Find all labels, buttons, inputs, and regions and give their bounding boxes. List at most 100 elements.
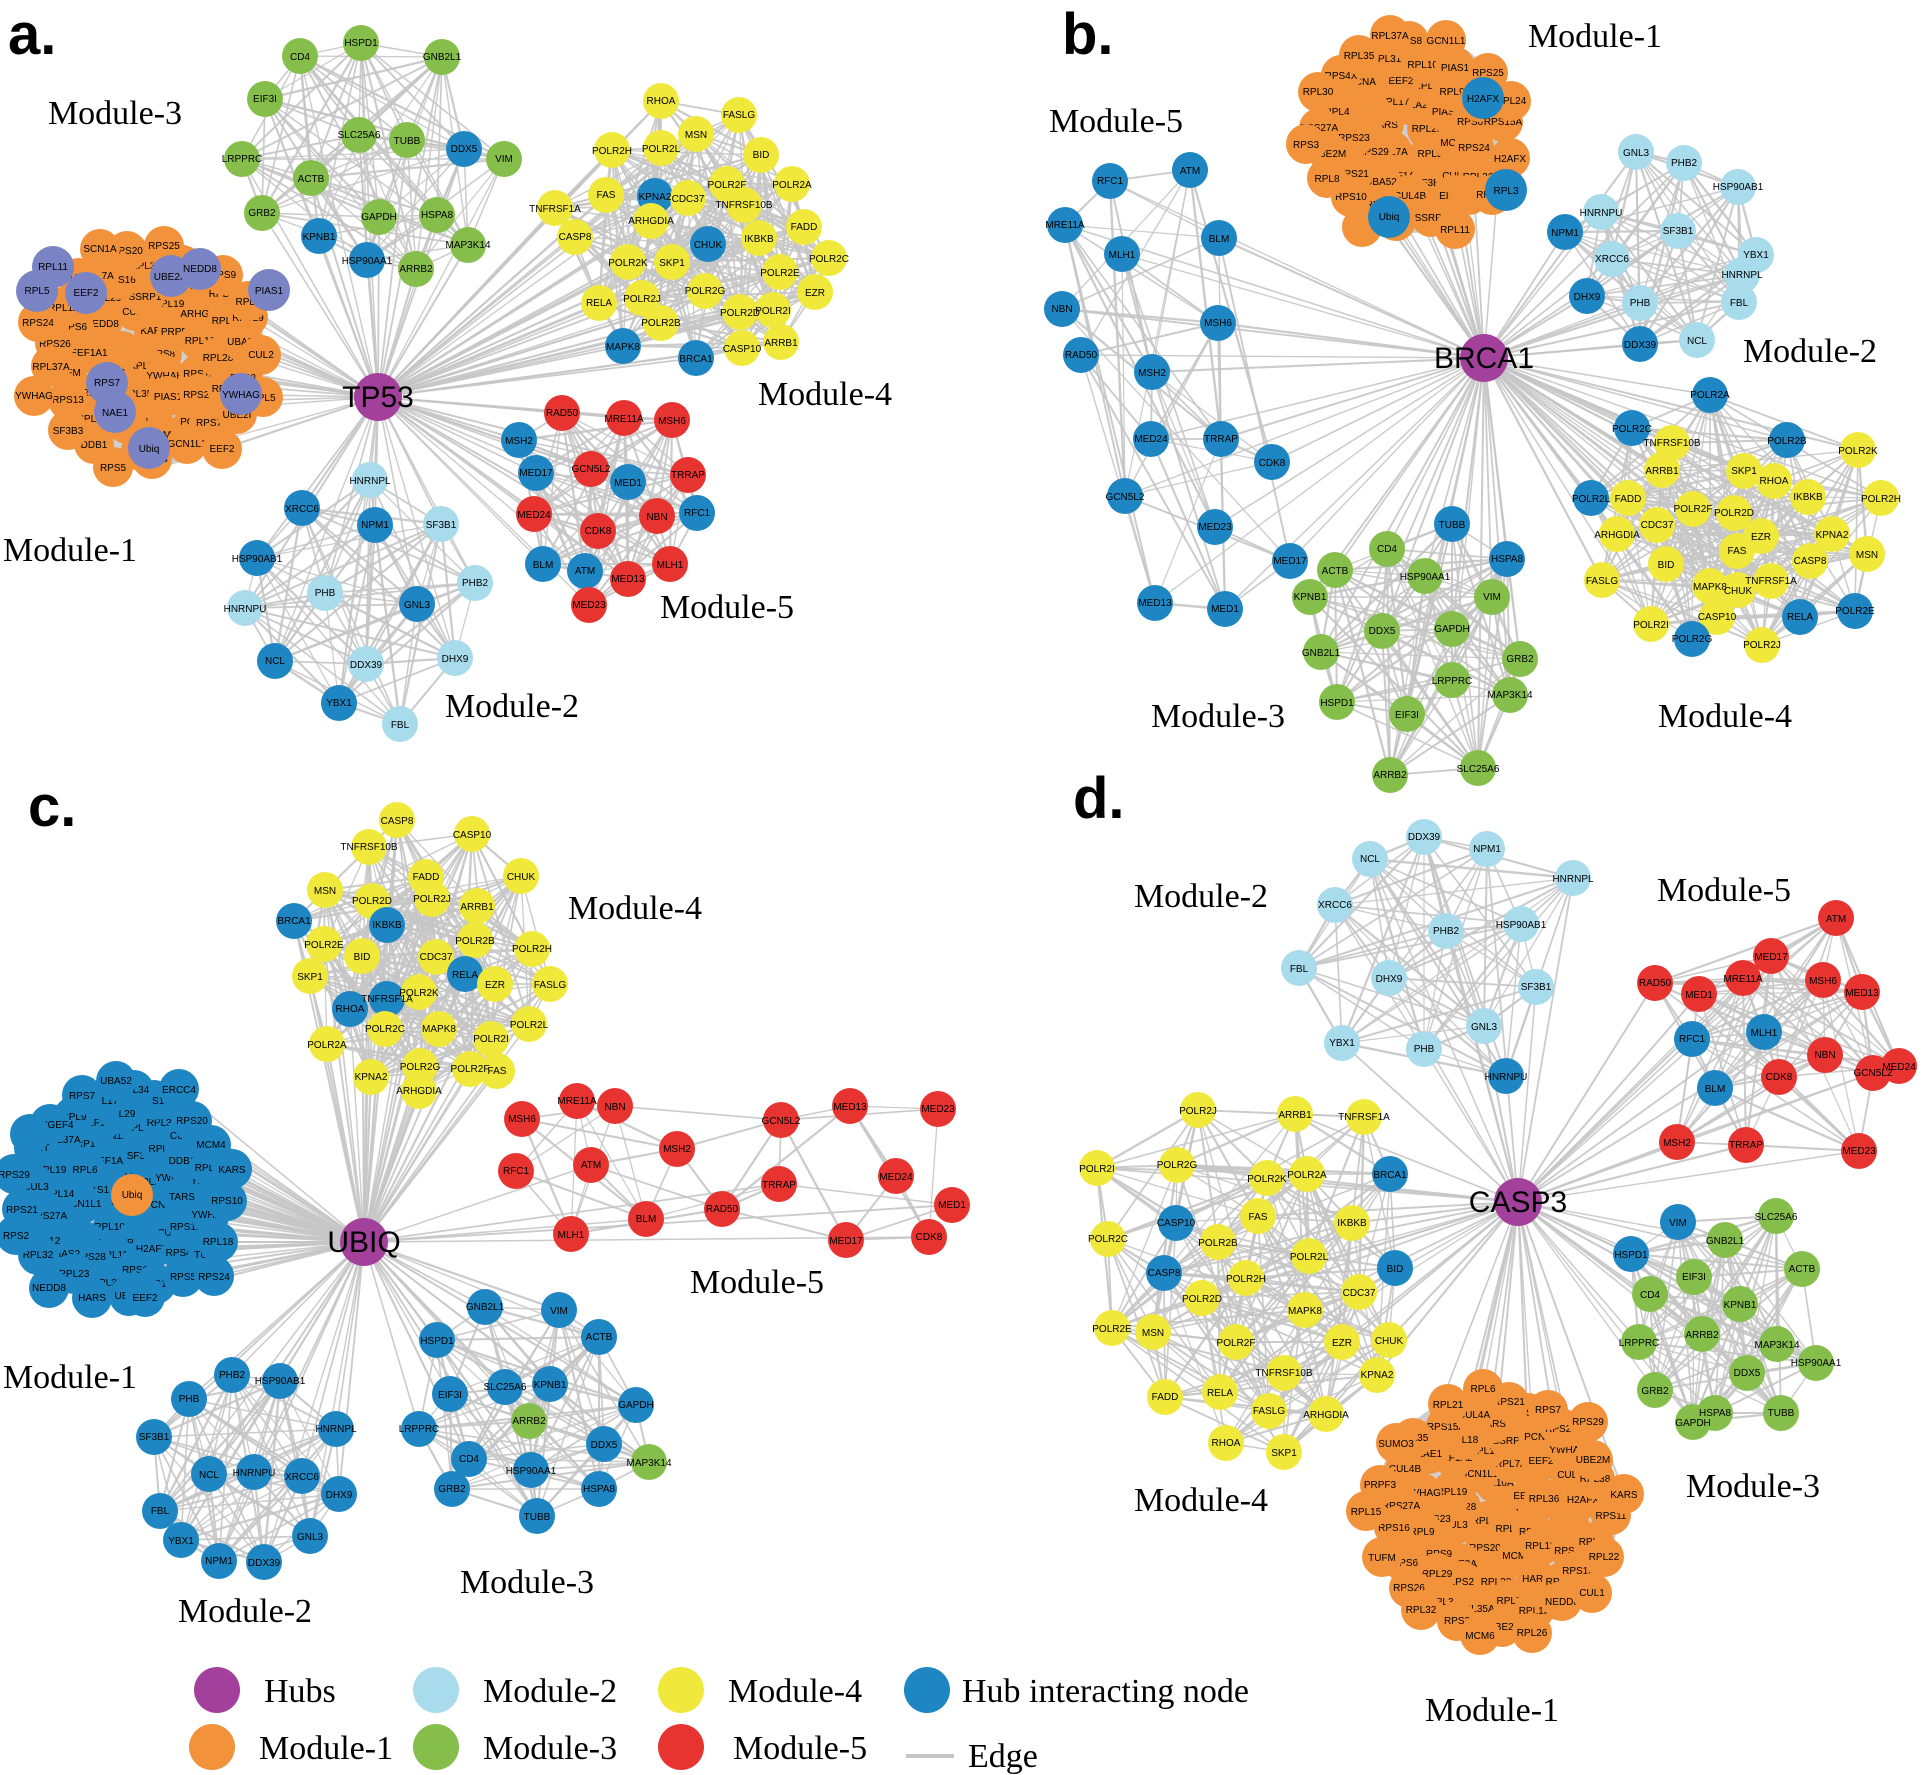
svg-text:POLR2H: POLR2H — [1861, 494, 1901, 505]
svg-text:KARS: KARS — [140, 326, 168, 337]
svg-text:SKP1: SKP1 — [659, 258, 685, 269]
svg-text:RPL21: RPL21 — [135, 1177, 166, 1188]
svg-text:FAS: FAS — [1728, 546, 1747, 557]
svg-text:RPL35: RPL35 — [92, 1278, 123, 1289]
svg-text:Module-1: Module-1 — [3, 1359, 137, 1396]
svg-text:CUL4B: CUL4B — [1394, 191, 1427, 202]
svg-text:EEF2: EEF2 — [73, 288, 98, 299]
svg-text:d.: d. — [1073, 766, 1125, 831]
svg-text:CDK8: CDK8 — [1259, 458, 1286, 469]
svg-text:MED23: MED23 — [921, 1104, 955, 1115]
svg-text:SKP1: SKP1 — [1731, 466, 1757, 477]
svg-text:EEF2: EEF2 — [1528, 1456, 1553, 1467]
svg-text:GAPDH: GAPDH — [1434, 624, 1470, 635]
svg-text:MED13: MED13 — [1138, 598, 1172, 609]
svg-text:Module-3: Module-3 — [48, 95, 182, 132]
svg-text:CASP10: CASP10 — [1157, 1218, 1196, 1229]
svg-text:POLR2L: POLR2L — [642, 144, 681, 155]
svg-text:NEDD8: NEDD8 — [1545, 1597, 1579, 1608]
svg-text:RPL14: RPL14 — [44, 1189, 75, 1200]
svg-text:GAPDH: GAPDH — [361, 212, 397, 223]
svg-text:EZR: EZR — [485, 980, 505, 991]
svg-text:CD4: CD4 — [290, 52, 310, 63]
svg-text:RPL7A: RPL7A — [1495, 1459, 1527, 1470]
svg-text:RPL31: RPL31 — [195, 1163, 226, 1174]
svg-text:SSRP1: SSRP1 — [1493, 1436, 1526, 1447]
svg-text:POLR2C: POLR2C — [1612, 424, 1652, 435]
svg-text:ARRB1: ARRB1 — [460, 902, 494, 913]
svg-text:RPS24: RPS24 — [1458, 143, 1490, 154]
svg-text:RPL11: RPL11 — [1525, 1541, 1555, 1552]
svg-text:PHB: PHB — [179, 1394, 200, 1405]
svg-text:MED17: MED17 — [829, 1236, 863, 1247]
svg-text:SLC25A6: SLC25A6 — [484, 1382, 527, 1393]
svg-text:RPL12: RPL12 — [185, 336, 216, 347]
svg-text:RPS7: RPS7 — [196, 418, 223, 429]
svg-text:ERCC4: ERCC4 — [162, 1085, 196, 1096]
svg-text:MED17: MED17 — [1754, 952, 1788, 963]
svg-text:MED13: MED13 — [833, 1102, 867, 1113]
svg-text:POLR2B: POLR2B — [1767, 436, 1807, 447]
svg-text:RPL38: RPL38 — [147, 1118, 178, 1129]
svg-text:MSN: MSN — [314, 886, 336, 897]
svg-text:GRB2: GRB2 — [248, 208, 276, 219]
svg-text:FADD: FADD — [791, 222, 818, 233]
svg-text:Module-5: Module-5 — [733, 1730, 867, 1767]
svg-text:NPM1: NPM1 — [1551, 228, 1579, 239]
svg-text:POLR2K: POLR2K — [1247, 1174, 1287, 1185]
svg-text:HARS: HARS — [1370, 120, 1398, 131]
svg-text:TUBB: TUBB — [1768, 1408, 1795, 1419]
svg-text:RPS13: RPS13 — [1562, 1566, 1594, 1577]
svg-text:RPL19: RPL19 — [1437, 1487, 1468, 1498]
svg-text:POLR2H: POLR2H — [512, 944, 552, 955]
svg-text:DHX9: DHX9 — [1376, 974, 1403, 985]
svg-text:CDC37: CDC37 — [1343, 1288, 1376, 1299]
svg-text:IKBKB: IKBKB — [744, 234, 774, 245]
svg-text:BLM: BLM — [636, 1214, 657, 1225]
svg-text:GNB2L1: GNB2L1 — [466, 1302, 505, 1313]
svg-text:DHX9: DHX9 — [442, 654, 469, 665]
svg-text:POLR2K: POLR2K — [1838, 446, 1878, 457]
svg-text:POLR2K: POLR2K — [608, 258, 648, 269]
svg-text:EEF1A2: EEF1A2 — [1435, 1453, 1473, 1464]
svg-text:RPS6: RPS6 — [1457, 117, 1484, 128]
svg-text:GRB2: GRB2 — [1641, 1386, 1669, 1397]
svg-text:DDX39: DDX39 — [1408, 832, 1441, 843]
svg-text:POLR2G: POLR2G — [1672, 634, 1713, 645]
svg-text:RPS29: RPS29 — [0, 1170, 30, 1181]
svg-text:RPS4X: RPS4X — [1325, 71, 1358, 82]
svg-text:CUL5: CUL5 — [157, 1228, 183, 1239]
svg-text:SF3B1: SF3B1 — [1521, 982, 1552, 993]
svg-text:CASP8: CASP8 — [381, 816, 414, 827]
svg-text:MED1: MED1 — [1211, 604, 1239, 615]
svg-text:POLR2F: POLR2F — [451, 1064, 490, 1075]
svg-text:CDC37: CDC37 — [672, 194, 705, 205]
svg-text:MSN: MSN — [1856, 550, 1878, 561]
svg-text:RELA: RELA — [1207, 1388, 1233, 1399]
svg-text:RPL4: RPL4 — [1324, 107, 1349, 118]
svg-text:XRCC6: XRCC6 — [1595, 254, 1629, 265]
svg-text:UBE2I: UBE2I — [1488, 1622, 1517, 1633]
svg-text:RPL30: RPL30 — [1481, 1577, 1512, 1588]
svg-text:ACTB: ACTB — [586, 1332, 613, 1343]
svg-text:HSP90AB1: HSP90AB1 — [255, 1376, 306, 1387]
svg-text:CASP3: CASP3 — [1469, 1186, 1567, 1219]
svg-text:GNL3: GNL3 — [1623, 148, 1650, 159]
svg-text:MRE11A: MRE11A — [557, 1096, 597, 1107]
svg-text:MSH6: MSH6 — [1204, 318, 1232, 329]
svg-text:TP53: TP53 — [342, 381, 414, 414]
svg-text:RPS2: RPS2 — [3, 1231, 30, 1242]
svg-text:BID: BID — [1658, 560, 1675, 571]
svg-text:RPS25: RPS25 — [1472, 68, 1504, 79]
svg-text:Module-5: Module-5 — [1049, 103, 1183, 140]
svg-text:RPS10: RPS10 — [1335, 192, 1367, 203]
svg-text:POLR2H: POLR2H — [592, 146, 632, 157]
svg-text:HNRNPL: HNRNPL — [349, 476, 391, 487]
svg-text:Module-2: Module-2 — [483, 1673, 617, 1710]
svg-text:DDX39: DDX39 — [1624, 340, 1657, 351]
svg-text:HNRNPU: HNRNPU — [1485, 1072, 1528, 1083]
svg-text:UBE2M: UBE2M — [154, 272, 188, 283]
svg-text:MRE11A: MRE11A — [604, 414, 644, 425]
svg-text:PHB: PHB — [1414, 1044, 1435, 1055]
svg-text:H2AFX: H2AFX — [1567, 1495, 1600, 1506]
